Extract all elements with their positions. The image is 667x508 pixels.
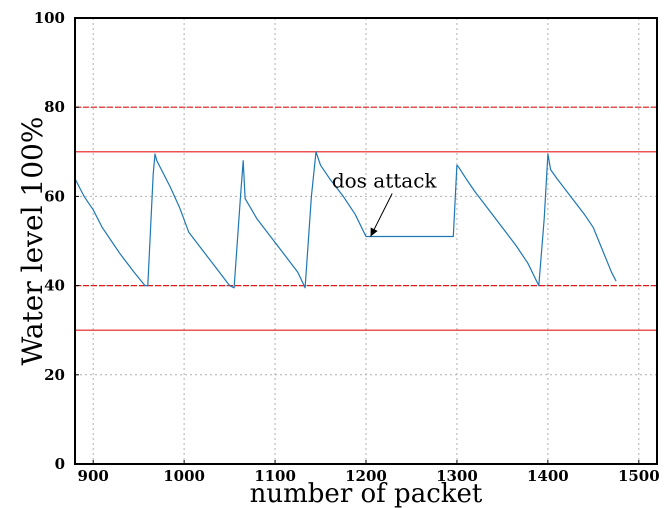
annotation-label: dos attack xyxy=(332,168,438,192)
y-axis-label: Water level 100% xyxy=(16,117,49,366)
y-tick-label: 40 xyxy=(44,277,65,295)
y-tick-label: 100 xyxy=(34,9,65,27)
y-tick-label: 0 xyxy=(55,455,65,473)
annotations: dos attack xyxy=(332,168,438,237)
axis-ticks: 900 1000 1100 1200 1300 1400 1500 0 20 40 60 80 100 xyxy=(34,9,660,485)
y-tick-label: 60 xyxy=(44,187,65,205)
x-tick-label: 1100 xyxy=(254,467,296,485)
x-tick-label: 1500 xyxy=(618,467,660,485)
y-tick-label: 80 xyxy=(44,98,65,116)
x-tick-label: 1200 xyxy=(345,467,387,485)
y-tick-label: 20 xyxy=(44,366,65,384)
series-line-1 xyxy=(74,151,617,289)
x-tick-label: 1400 xyxy=(527,467,569,485)
series-lines xyxy=(74,151,617,289)
annotation-arrowhead xyxy=(370,227,378,237)
x-tick-label: 900 xyxy=(78,467,109,485)
x-axis-label: number of packet xyxy=(250,479,483,508)
threshold-lines xyxy=(75,106,657,331)
x-tick-label: 1300 xyxy=(436,467,478,485)
x-tick-label: 1000 xyxy=(163,467,205,485)
